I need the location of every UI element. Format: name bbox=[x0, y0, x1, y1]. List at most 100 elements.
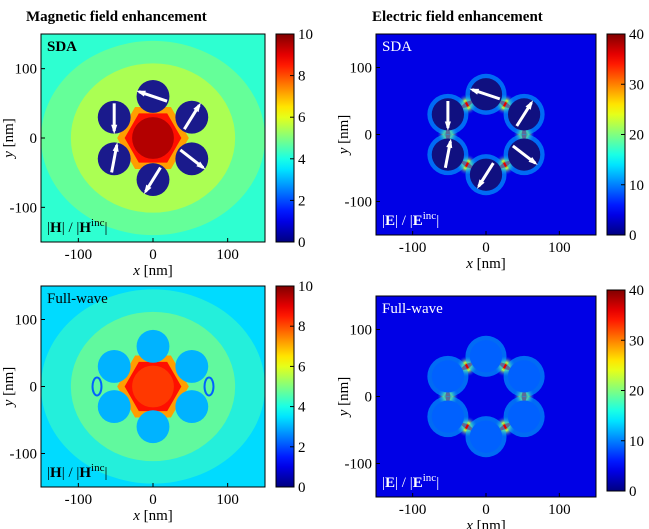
y-tick-label: 0 bbox=[30, 380, 38, 396]
colorbar-tick-label: 8 bbox=[298, 319, 306, 335]
particle-disk bbox=[136, 410, 170, 444]
y-tick-label: 100 bbox=[350, 61, 373, 77]
colorbar-tick-label: 10 bbox=[298, 279, 313, 295]
method-label: SDA bbox=[47, 39, 77, 55]
field-map bbox=[376, 34, 596, 235]
y-tick-label: -100 bbox=[10, 447, 38, 463]
x-tick-label: 100 bbox=[216, 247, 239, 263]
x-tick-label: 0 bbox=[482, 502, 490, 518]
x-tick-label: 0 bbox=[149, 247, 157, 263]
dipole-arrow bbox=[183, 102, 201, 131]
method-label: Full-wave bbox=[47, 291, 108, 307]
dipole-arrow bbox=[110, 142, 119, 173]
particle-disk bbox=[507, 360, 541, 393]
dipole-arrow bbox=[136, 90, 168, 103]
dipole-arrow bbox=[143, 166, 162, 195]
dipole-arrow bbox=[515, 100, 534, 127]
y-tick-label: 0 bbox=[30, 131, 38, 147]
quantity-label: |H| / |Hinc| bbox=[47, 217, 108, 236]
x-tick-label: -100 bbox=[399, 502, 427, 518]
particle-disk bbox=[431, 400, 465, 433]
y-axis-label: y [nm] bbox=[1, 367, 17, 409]
field-map bbox=[41, 34, 265, 242]
colorbar-tick-label: 10 bbox=[298, 27, 313, 43]
y-tick-label: -100 bbox=[345, 457, 373, 473]
particle-disk bbox=[175, 390, 209, 424]
colorbar-tick-label: 2 bbox=[298, 193, 306, 209]
x-axis-label: x [nm] bbox=[132, 508, 173, 524]
colorbar-tick-label: 0 bbox=[298, 480, 306, 496]
colorbar-tick-label: 30 bbox=[629, 333, 644, 349]
particle-disk bbox=[507, 400, 541, 433]
y-tick-label: -100 bbox=[10, 200, 38, 216]
magnetic-column-title: Magnetic field enhancement bbox=[26, 9, 207, 25]
colorbar-tick-label: 10 bbox=[629, 178, 644, 194]
colorbar-tick-label: 4 bbox=[298, 400, 306, 416]
quantity-label: |H| / |Hinc| bbox=[47, 462, 108, 481]
colorbar-tick-label: 2 bbox=[298, 440, 306, 456]
colorbar-tick-label: 40 bbox=[629, 27, 644, 43]
sda-magnetic-panel: -100 0 100 100 0 -100 x [nm] y [nm] SDA |H| / |Hi… bbox=[0, 0, 649, 279]
y-axis-label: y [nm] bbox=[336, 377, 352, 419]
y-tick-label: 100 bbox=[15, 313, 38, 329]
field-map bbox=[41, 286, 265, 487]
dipole-arrow bbox=[179, 148, 206, 170]
y-tick-label: 100 bbox=[350, 323, 373, 339]
quantity-label: |E| / |Einc| bbox=[382, 210, 439, 229]
colorbar-tick-label: 0 bbox=[629, 484, 637, 500]
colorbar-tick-label: 10 bbox=[629, 434, 644, 450]
quantity-label: |E| / |Einc| bbox=[382, 472, 439, 491]
x-axis-label: x [nm] bbox=[132, 263, 173, 279]
x-axis-label: x [nm] bbox=[465, 256, 506, 272]
colorbar bbox=[275, 33, 295, 243]
x-tick-label: -100 bbox=[399, 240, 427, 256]
y-tick-label: -100 bbox=[345, 195, 373, 211]
colorbar-tick-label: 40 bbox=[629, 283, 644, 299]
x-tick-label: -100 bbox=[65, 492, 93, 508]
colorbar-tick-label: 4 bbox=[298, 152, 306, 168]
particle-disk bbox=[97, 390, 131, 424]
x-tick-label: 100 bbox=[548, 240, 571, 256]
dipole-arrow bbox=[443, 138, 453, 169]
colorbar-tick-label: 30 bbox=[629, 77, 644, 93]
colorbar-tick-label: 20 bbox=[629, 128, 644, 144]
y-axis-label: y [nm] bbox=[336, 115, 352, 157]
dipole-arrow bbox=[444, 101, 451, 131]
x-tick-label: 100 bbox=[548, 502, 571, 518]
x-tick-label: 0 bbox=[482, 240, 490, 256]
colorbar-tick-label: 20 bbox=[629, 384, 644, 400]
x-tick-label: -100 bbox=[65, 247, 93, 263]
method-label: SDA bbox=[382, 39, 412, 55]
y-tick-label: 0 bbox=[365, 390, 373, 406]
dipole-arrow bbox=[477, 162, 495, 189]
x-axis-label: x [nm] bbox=[465, 518, 506, 529]
colorbar-tick-label: 0 bbox=[629, 228, 637, 244]
colorbar-tick-label: 6 bbox=[298, 359, 306, 375]
particle-disk bbox=[469, 340, 503, 373]
fullwave-electric-panel: -100 0 100 100 0 -100 x [nm] y [nm] Full-wave |E|… bbox=[0, 266, 649, 529]
particle-disk bbox=[469, 420, 503, 453]
method-label: Full-wave bbox=[382, 301, 443, 317]
sda-electric-panel: -100 0 100 100 0 -100 x [nm] y [nm] SDA |E| / |Ei… bbox=[0, 0, 649, 272]
field-map bbox=[376, 296, 596, 497]
particle-disk bbox=[431, 360, 465, 393]
colorbar-tick-label: 0 bbox=[298, 235, 306, 251]
y-axis-label: y [nm] bbox=[1, 118, 17, 160]
y-tick-label: 0 bbox=[365, 128, 373, 144]
particle-disk bbox=[136, 329, 170, 363]
colorbar-tick-label: 8 bbox=[298, 69, 306, 85]
electric-column-title: Electric field enhancement bbox=[372, 9, 543, 25]
dipole-arrow bbox=[469, 88, 501, 101]
x-tick-label: 100 bbox=[216, 492, 239, 508]
x-tick-label: 0 bbox=[149, 492, 157, 508]
dipole-arrow bbox=[511, 144, 538, 166]
colorbar bbox=[275, 285, 295, 488]
particle-disk bbox=[97, 349, 131, 383]
colorbar-tick-label: 6 bbox=[298, 110, 306, 126]
dipole-arrow bbox=[111, 103, 118, 135]
y-tick-label: 100 bbox=[15, 62, 38, 78]
